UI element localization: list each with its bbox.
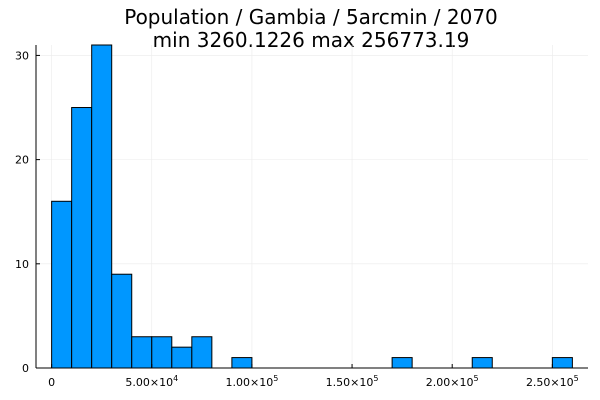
x-tick-label: 0 [48,376,55,389]
y-tick-label: 0 [22,362,29,375]
y-tick-label: 20 [15,154,29,167]
x-tick-label: 1.50×105 [326,374,379,389]
histogram-bar [231,357,253,369]
y-tick-label: 30 [15,49,29,62]
histogram-bar [91,44,113,369]
x-tick-label: 5.00×104 [125,374,178,389]
histogram-bar [191,336,213,369]
axes [35,45,588,369]
histogram-bar [171,346,193,369]
histogram-bar [71,107,93,369]
x-tick-label: 2.00×105 [426,374,479,389]
x-tick-label: 1.00×105 [226,374,279,389]
histogram-bar [131,336,153,369]
histogram-bar [551,357,573,369]
histogram-bar [111,273,133,369]
y-tick-label: 10 [15,258,29,271]
histogram-bar [51,200,73,369]
histogram-bar [471,357,493,369]
chart-subtitle: min 3260.1226 max 256773.19 [153,28,470,52]
histogram-bar [391,357,413,369]
tick-labels: 0 5.00×104 1.00×105 1.50×105 2.00×105 2.50×10… [15,49,579,389]
chart-title: Population / Gambia / 5arcmin / 2070 [124,5,498,29]
histogram-bar [151,336,173,369]
histogram-bars [51,44,573,369]
x-tick-label: 2.50×105 [526,374,579,389]
